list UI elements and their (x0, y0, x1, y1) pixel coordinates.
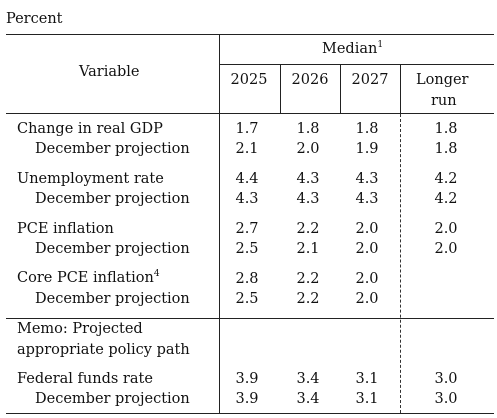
row-label-core-pce: Core PCE inflation4 (17, 269, 160, 287)
cell-gdp-2027: 1.8 (355, 121, 379, 137)
year-header-2026: 2026 (291, 72, 329, 88)
cell-gdp-dec-2025: 2.1 (235, 141, 259, 157)
row-label-fed-funds-december: December projection (35, 391, 190, 407)
cell-pce-dec-2026: 2.1 (296, 241, 320, 257)
variable-header: Variable (79, 64, 140, 80)
cell-unemp-dec-2025: 4.3 (235, 191, 259, 207)
cell-unemp-longer-run: 4.2 (434, 171, 458, 187)
longer-run-header-line2: run (431, 93, 457, 109)
core-pce-footnote: 4 (153, 269, 160, 279)
cell-pce-2026: 2.2 (296, 221, 320, 237)
cell-pce-longer-run: 2.0 (434, 221, 458, 237)
cell-gdp-2025: 1.7 (235, 121, 259, 137)
cell-core-pce-dec-2025: 2.5 (235, 291, 259, 307)
cell-gdp-dec-longer-run: 1.8 (434, 141, 458, 157)
cell-gdp-dec-2027: 1.9 (355, 141, 379, 157)
cell-fed-funds-dec-2027: 3.1 (355, 391, 379, 407)
row-label-pce: PCE inflation (17, 221, 114, 237)
row-label-fed-funds: Federal funds rate (17, 371, 153, 387)
cell-unemp-2026: 4.3 (296, 171, 320, 187)
median-footnote: 1 (377, 40, 384, 50)
row-label-gdp: Change in real GDP (17, 121, 163, 137)
cell-pce-2027: 2.0 (355, 221, 379, 237)
longer-run-dashed-divider (400, 114, 401, 413)
bottom-rule (6, 413, 494, 414)
cell-core-pce-dec-2026: 2.2 (296, 291, 320, 307)
cell-unemp-dec-2026: 4.3 (296, 191, 320, 207)
cell-unemp-dec-longer-run: 4.2 (434, 191, 458, 207)
year-divider-3 (400, 64, 401, 113)
cell-unemp-dec-2027: 4.3 (355, 191, 379, 207)
header-rule (6, 113, 494, 114)
cell-pce-dec-2025: 2.5 (235, 241, 259, 257)
cell-fed-funds-2026: 3.4 (296, 371, 320, 387)
cell-gdp-dec-2026: 2.0 (296, 141, 320, 157)
row-label-gdp-december: December projection (35, 141, 190, 157)
cell-core-pce-2026: 2.2 (296, 271, 320, 287)
memo-rule (6, 318, 494, 319)
cell-pce-dec-2027: 2.0 (355, 241, 379, 257)
cell-gdp-longer-run: 1.8 (434, 121, 458, 137)
memo-line-1: Memo: Projected (17, 321, 143, 337)
cell-fed-funds-2025: 3.9 (235, 371, 259, 387)
row-label-core-pce-december: December projection (35, 291, 190, 307)
longer-run-header-line1: Longer (416, 72, 469, 88)
cell-fed-funds-2027: 3.1 (355, 371, 379, 387)
cell-unemp-2027: 4.3 (355, 171, 379, 187)
cell-fed-funds-dec-2025: 3.9 (235, 391, 259, 407)
median-rule (219, 64, 494, 65)
row-label-unemployment: Unemployment rate (17, 171, 164, 187)
cell-pce-dec-longer-run: 2.0 (434, 241, 458, 257)
cell-core-pce-2027: 2.0 (355, 271, 379, 287)
cell-fed-funds-dec-longer-run: 3.0 (434, 391, 458, 407)
variable-column-divider (219, 34, 220, 414)
cell-core-pce-2025: 2.8 (235, 271, 259, 287)
cell-fed-funds-dec-2026: 3.4 (296, 391, 320, 407)
median-header: Median1 (322, 40, 384, 58)
year-divider-2 (340, 64, 341, 113)
cell-fed-funds-longer-run: 3.0 (434, 371, 458, 387)
row-label-pce-december: December projection (35, 241, 190, 257)
top-rule (6, 34, 494, 35)
year-header-2027: 2027 (351, 72, 389, 88)
cell-unemp-2025: 4.4 (235, 171, 259, 187)
row-label-unemployment-december: December projection (35, 191, 190, 207)
unit-label: Percent (6, 11, 63, 27)
year-divider-1 (280, 64, 281, 113)
memo-line-2: appropriate policy path (17, 342, 190, 358)
cell-gdp-2026: 1.8 (296, 121, 320, 137)
year-header-2025: 2025 (230, 72, 268, 88)
cell-core-pce-dec-2027: 2.0 (355, 291, 379, 307)
cell-pce-2025: 2.7 (235, 221, 259, 237)
